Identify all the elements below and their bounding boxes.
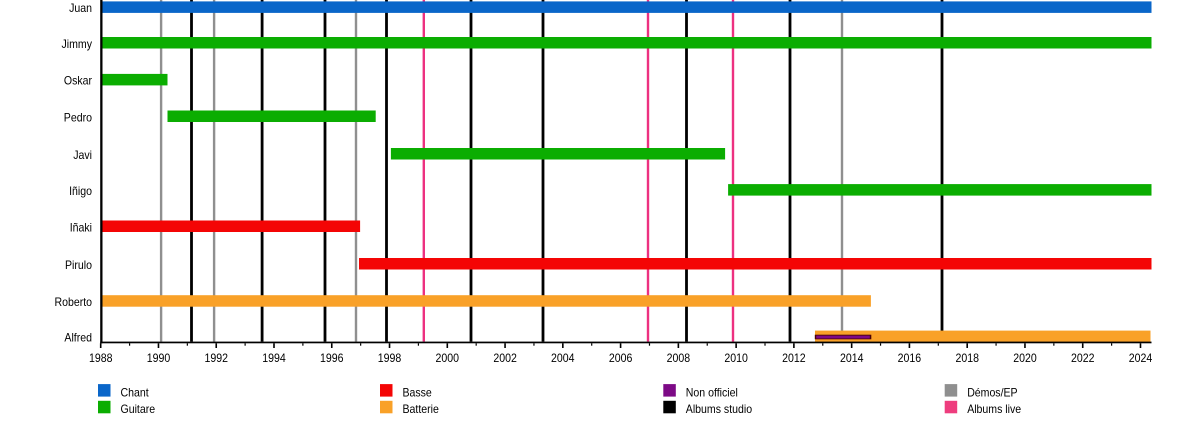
svg-text:Chant: Chant [121,385,150,399]
svg-text:Juan: Juan [69,1,92,15]
svg-text:1998: 1998 [378,351,402,365]
svg-text:2020: 2020 [1013,351,1037,365]
svg-text:2012: 2012 [782,351,806,365]
svg-text:2024: 2024 [1129,351,1153,365]
svg-text:Javi: Javi [73,148,92,162]
svg-text:2018: 2018 [955,351,979,365]
svg-text:2000: 2000 [436,351,460,365]
svg-text:Basse: Basse [403,385,433,399]
svg-text:Albums live: Albums live [967,402,1021,416]
svg-text:2006: 2006 [609,351,633,365]
svg-text:2002: 2002 [493,351,517,365]
svg-text:2008: 2008 [667,351,691,365]
svg-text:2004: 2004 [551,351,575,365]
svg-text:Albums studio: Albums studio [686,402,753,416]
svg-text:Iñaki: Iñaki [70,220,92,234]
svg-text:Roberto: Roberto [55,295,93,309]
svg-text:Oskar: Oskar [64,74,92,88]
svg-text:1988: 1988 [89,351,113,365]
svg-text:1992: 1992 [204,351,228,365]
svg-text:1996: 1996 [320,351,344,365]
svg-text:2014: 2014 [840,351,864,365]
svg-text:Alfred: Alfred [64,330,92,344]
svg-text:Iñigo: Iñigo [69,184,92,198]
svg-text:2022: 2022 [1071,351,1095,365]
svg-text:Pirulo: Pirulo [65,258,92,272]
svg-text:Batterie: Batterie [403,402,440,416]
svg-text:1994: 1994 [262,351,286,365]
svg-text:Guitare: Guitare [121,402,156,416]
svg-text:Démos/EP: Démos/EP [967,385,1017,399]
svg-text:Non officiel: Non officiel [686,385,738,399]
svg-text:1990: 1990 [147,351,171,365]
svg-text:Jimmy: Jimmy [62,37,93,51]
svg-text:Pedro: Pedro [64,110,93,124]
svg-text:2016: 2016 [898,351,922,365]
svg-text:2010: 2010 [724,351,748,365]
